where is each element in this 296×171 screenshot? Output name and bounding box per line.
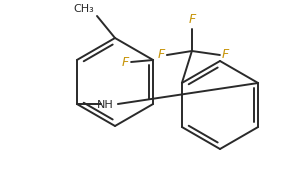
Text: F: F: [188, 13, 196, 26]
Text: NH: NH: [96, 100, 113, 110]
Text: F: F: [122, 56, 129, 69]
Text: F: F: [222, 49, 229, 62]
Text: F: F: [158, 49, 165, 62]
Text: CH₃: CH₃: [73, 4, 94, 14]
